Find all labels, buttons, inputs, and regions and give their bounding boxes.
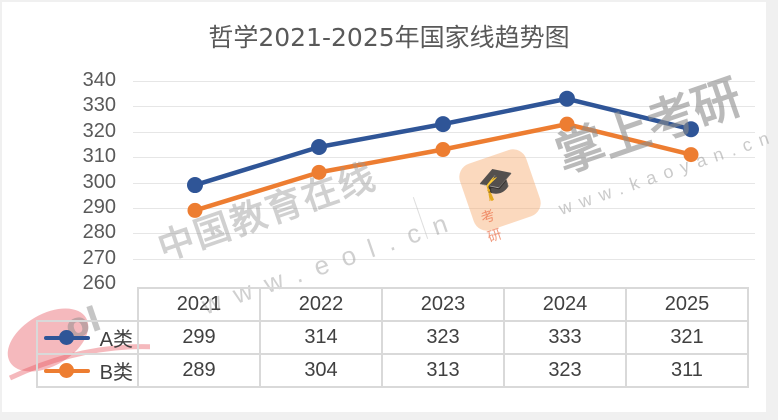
table-header-cell: 2021: [137, 287, 261, 322]
data-table: 2021 2022 2023 2024 2025 A类 299 314 323 …: [36, 287, 749, 388]
gridline: [133, 183, 755, 184]
table-cell: 321: [625, 320, 749, 355]
table-row-a: A类 299 314 323 333 321: [36, 320, 749, 355]
gridline: [133, 132, 755, 133]
gridline: [133, 81, 755, 82]
y-tick-label: 340: [82, 69, 116, 91]
legend-label: A类: [99, 329, 133, 351]
gridline: [133, 157, 755, 158]
table-header-cell: 2024: [503, 287, 627, 322]
table-cell: 323: [503, 353, 627, 388]
y-tick-label: 310: [82, 145, 116, 168]
table-header-cell: 2022: [259, 287, 383, 322]
table-row-b: B类 289 304 313 323 311: [36, 353, 749, 388]
data-point-marker: [311, 164, 327, 180]
y-tick-label: 270: [82, 246, 116, 269]
data-point-marker: [435, 116, 451, 133]
table-cell: 304: [259, 353, 383, 388]
data-point-marker: [187, 202, 203, 218]
y-tick-label: 300: [82, 170, 116, 193]
legend-label: B类: [99, 362, 133, 384]
gridline: [133, 233, 755, 234]
series-line-a: [194, 96, 692, 188]
table-corner: [37, 288, 139, 322]
gridline: [133, 106, 755, 107]
y-tick-label: 330: [82, 94, 116, 117]
data-point-marker: [435, 142, 451, 158]
table-header-row: 2021 2022 2023 2024 2025: [37, 287, 749, 322]
legend-item-a: A类: [36, 320, 139, 355]
table-cell: 313: [381, 353, 505, 388]
table-header-cell: 2023: [381, 287, 505, 322]
y-tick-label: 290: [82, 195, 116, 218]
table-header-cell: 2025: [625, 287, 749, 322]
table-cell: 311: [625, 353, 749, 388]
table-cell: 333: [503, 320, 627, 355]
legend-line-marker-icon: [44, 330, 90, 346]
data-point-marker: [683, 147, 699, 163]
table-cell: 289: [137, 353, 261, 388]
data-point-marker: [683, 121, 699, 138]
data-point-marker: [559, 90, 575, 107]
data-point-marker: [559, 116, 575, 132]
data-point-marker: [187, 177, 203, 194]
gridline: [133, 208, 755, 209]
legend-line-marker-icon: [44, 363, 90, 379]
table-cell: 323: [381, 320, 505, 355]
table-cell: 299: [137, 320, 261, 355]
y-tick-label: 280: [82, 221, 116, 244]
legend-item-b: B类: [36, 353, 139, 388]
chart-title: 哲学2021-2025年国家线趋势图: [208, 23, 570, 52]
table-cell: 314: [259, 320, 383, 355]
series-line-b: [194, 121, 692, 213]
gridline: [133, 259, 755, 260]
data-point-marker: [311, 138, 327, 155]
y-tick-label: 320: [82, 119, 116, 142]
